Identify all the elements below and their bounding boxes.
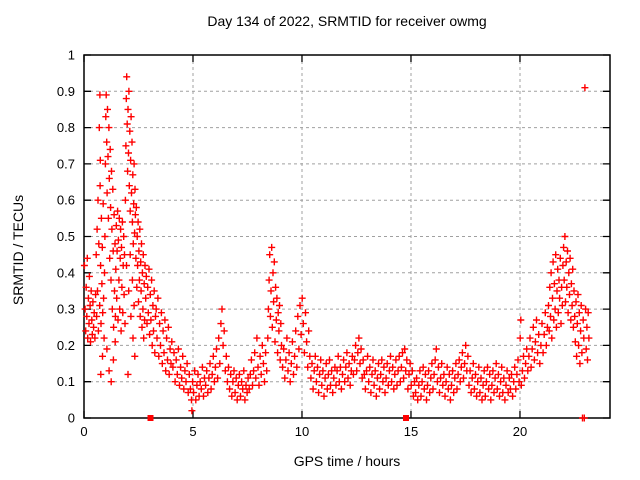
- x-tick-label: 0: [80, 424, 87, 439]
- y-tick-label: 1: [68, 48, 75, 63]
- x-axis-label: GPS time / hours: [293, 453, 401, 469]
- x-tick-label: 10: [295, 424, 309, 439]
- y-tick-label: 0.8: [57, 120, 75, 135]
- tick-marks: [83, 54, 610, 419]
- x-tick-label: 20: [513, 424, 527, 439]
- chart-title: Day 134 of 2022, SRMTID for receiver owm…: [207, 13, 487, 29]
- y-tick-label: 0.5: [57, 229, 75, 244]
- y-tick-label: 0.3: [57, 302, 75, 317]
- y-tick-label: 0.2: [57, 338, 75, 353]
- y-tick-label: 0.6: [57, 193, 75, 208]
- y-tick-label: 0: [68, 411, 75, 426]
- y-tick-label: 0.1: [57, 374, 75, 389]
- y-axis-label: SRMTID / TECUs: [10, 194, 26, 306]
- y-tick-label: 0.4: [57, 265, 75, 280]
- grid-lines: [84, 55, 610, 418]
- data-points-plus: [80, 73, 593, 422]
- data-point-square: [403, 415, 409, 421]
- x-tick-label: 15: [404, 424, 418, 439]
- x-tick-label: 5: [189, 424, 196, 439]
- data-point-square: [147, 415, 154, 421]
- y-tick-label: 0.9: [57, 84, 75, 99]
- y-tick-label: 0.7: [57, 156, 75, 171]
